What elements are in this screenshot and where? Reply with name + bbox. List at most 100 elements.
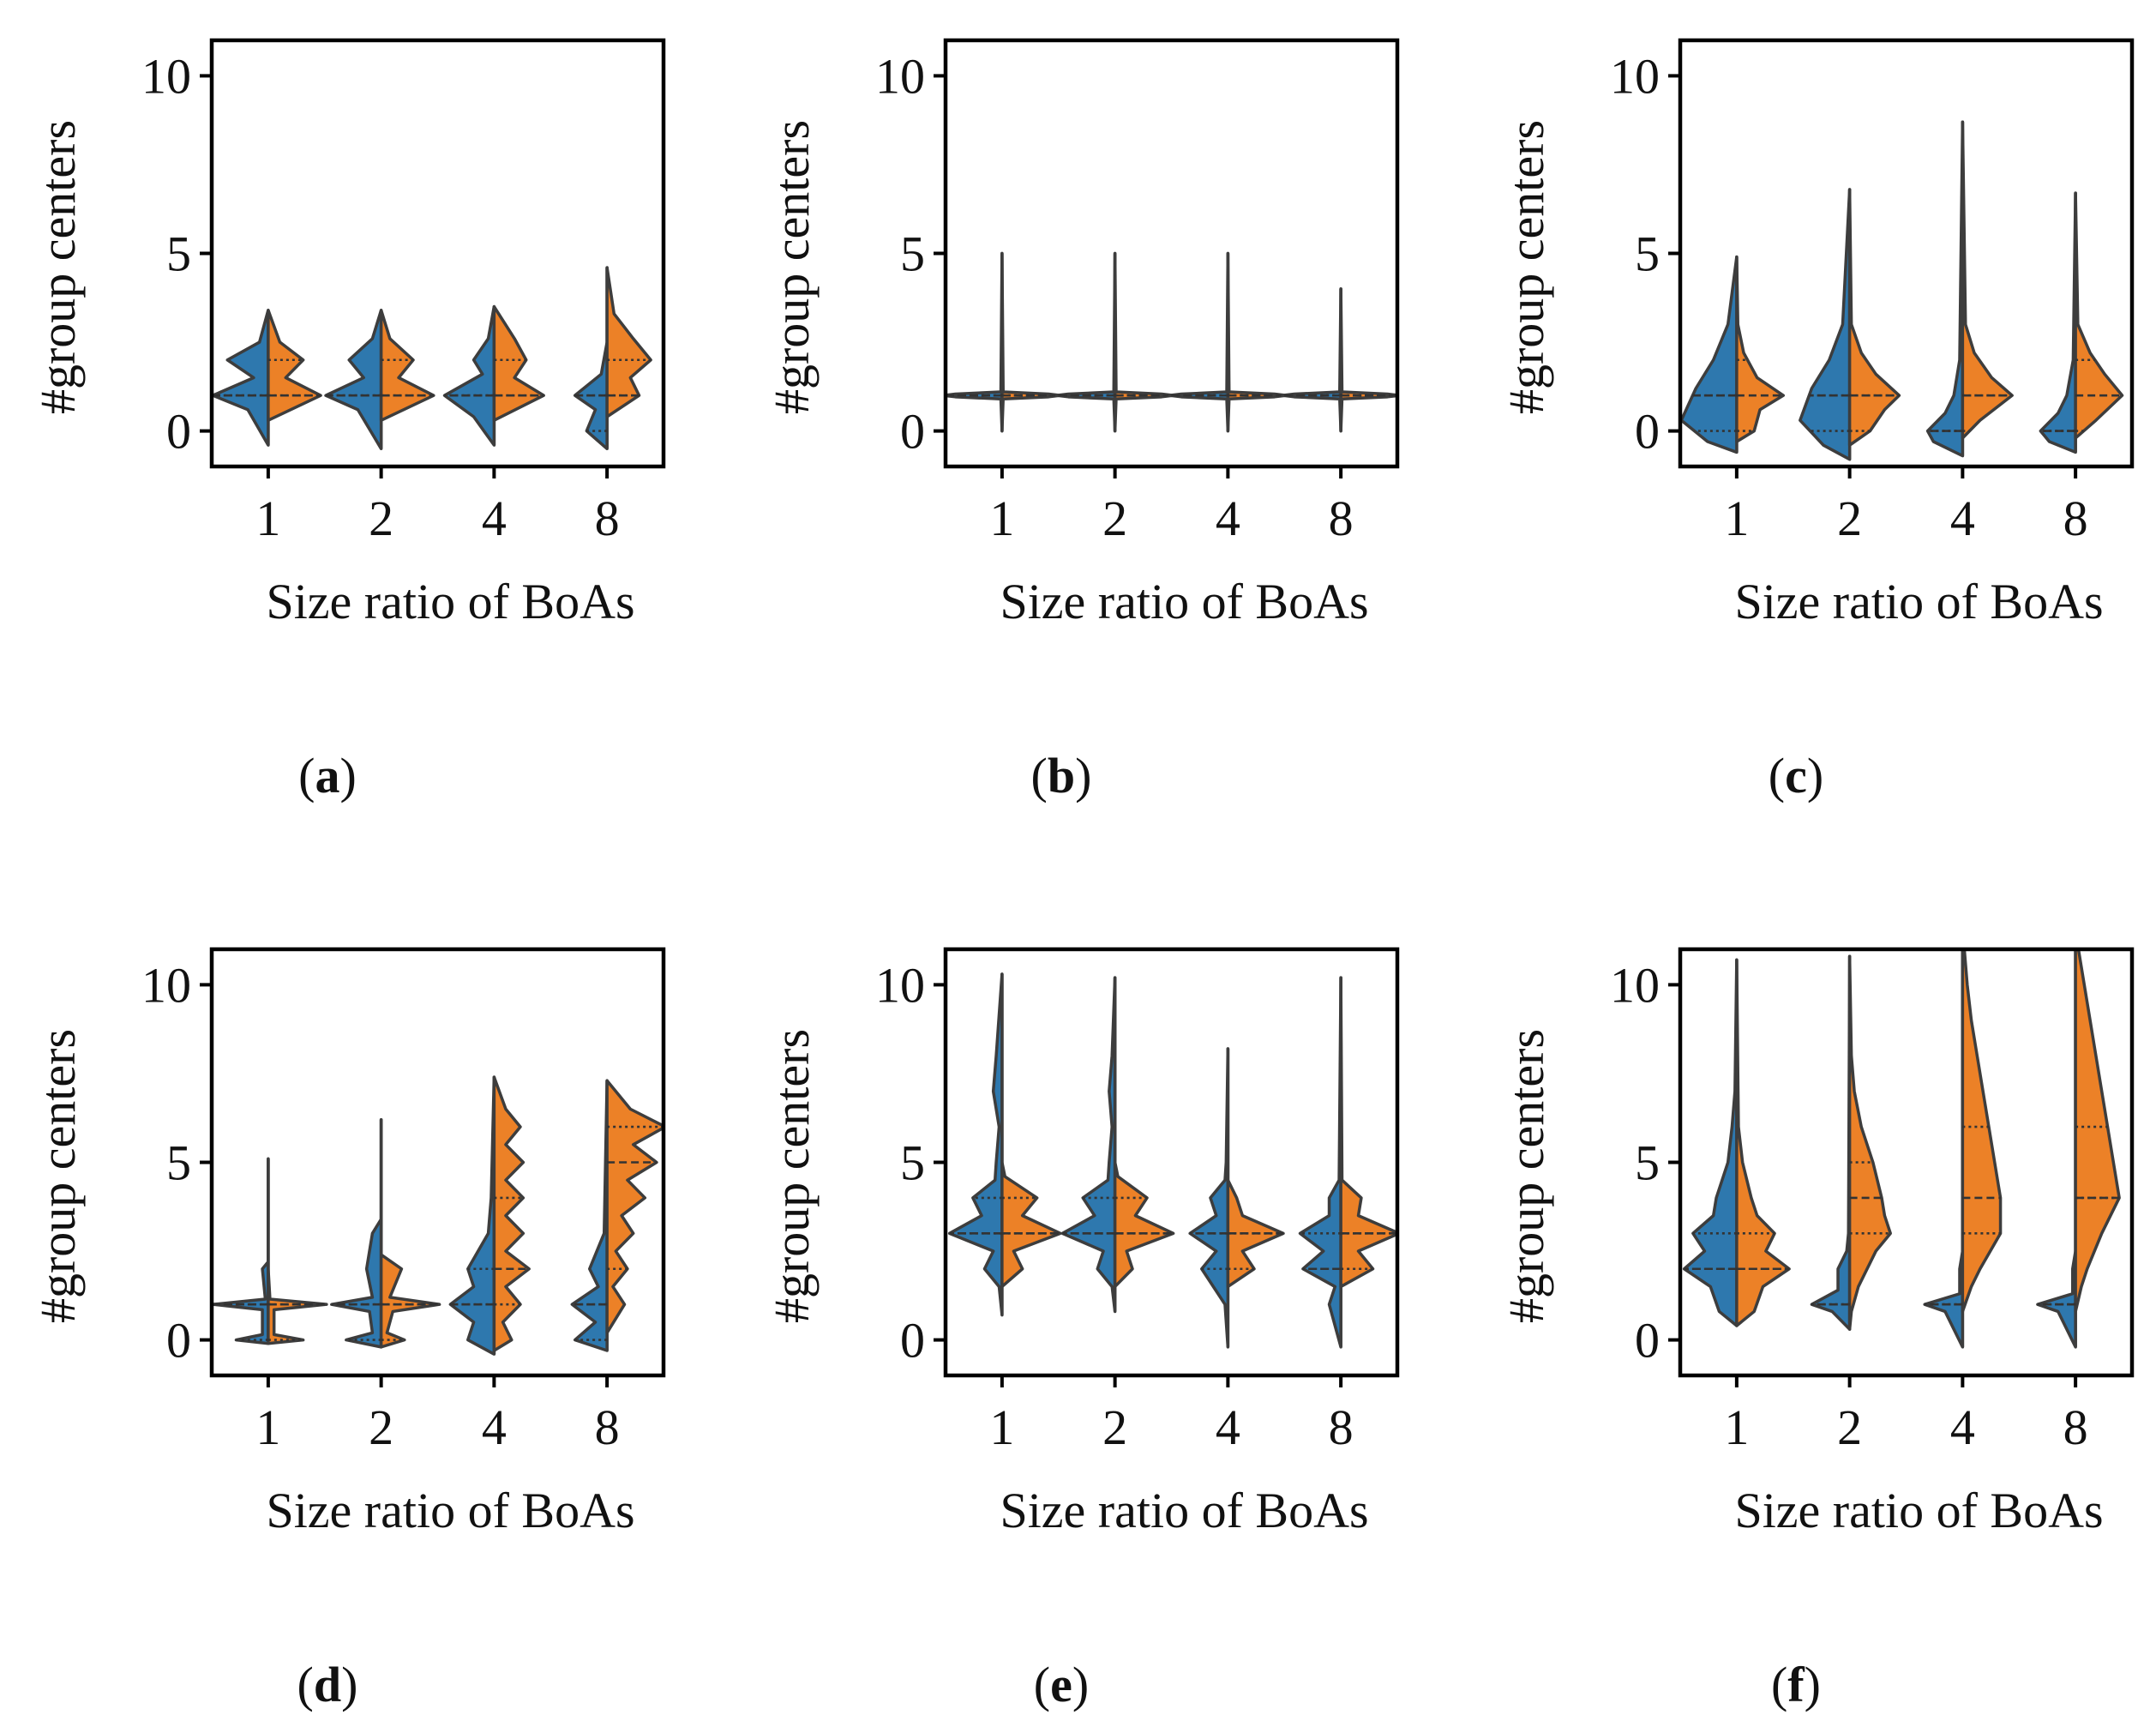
violin-2 [324, 309, 435, 451]
panel-caption: (d) [297, 1657, 358, 1712]
violin-half-left [330, 1118, 383, 1349]
violin-half-right [1113, 976, 1175, 1289]
y-tick-label: 0 [166, 404, 191, 460]
violin-4 [1188, 1047, 1285, 1349]
violin-half-right [1226, 251, 1288, 433]
x-tick-label: 8 [595, 490, 620, 546]
y-tick-label: 10 [141, 48, 191, 104]
violin-half-right [2074, 949, 2121, 1314]
violin-4 [1925, 120, 2014, 458]
x-tick-label: 1 [989, 490, 1014, 546]
violin-half-left [2039, 191, 2077, 454]
panel-f: 0 5 10 1 2 4 8 Size ratio of BoAs #group centers… [1498, 947, 2135, 1712]
violin-half-left [1060, 976, 1117, 1314]
violin-half-left [1682, 958, 1739, 1327]
x-axis-label: Size ratio of BoAs [1734, 574, 2103, 629]
x-tick-label: 4 [482, 1399, 507, 1455]
violin-half-left [570, 1079, 609, 1352]
y-tick-label: 5 [1635, 1135, 1660, 1191]
violin-4 [442, 304, 545, 447]
y-tick-label: 5 [166, 1135, 191, 1191]
y-axis-label: #group centers [1498, 1029, 1554, 1323]
violin-half-right [1000, 972, 1062, 1289]
violin-plot-area [212, 1075, 664, 1356]
violin-1 [1680, 255, 1786, 454]
violin-half-right [1339, 976, 1397, 1289]
y-tick-label: 10 [1610, 48, 1660, 104]
violin-half-left [946, 251, 1004, 433]
violin-2 [1054, 251, 1175, 433]
violin-half-right [1000, 251, 1062, 433]
x-axis-label: Size ratio of BoAs [266, 574, 634, 629]
violin-half-right [267, 1157, 328, 1345]
violin-plot-area [1682, 949, 2121, 1349]
x-tick-label: 8 [2063, 490, 2088, 546]
y-axis-label: #group centers [1498, 120, 1554, 414]
violin-4 [1168, 251, 1288, 433]
violin-2 [1060, 976, 1175, 1314]
y-axis-label: #group centers [764, 1029, 820, 1323]
y-tick-label: 0 [900, 404, 925, 460]
violin-half-right [1961, 120, 2014, 440]
violin-8 [573, 266, 652, 451]
violin-half-right [1847, 954, 1892, 1331]
y-axis-label: #group centers [30, 1029, 86, 1323]
x-axis-label: Size ratio of BoAs [1734, 1483, 2103, 1538]
violin-half-left [1923, 949, 1965, 1349]
violin-half-left [947, 972, 1004, 1317]
violin-half-right [1847, 188, 1901, 447]
x-axis-label: Size ratio of BoAs [1000, 1483, 1368, 1538]
panel-caption: (f) [1771, 1657, 1821, 1712]
x-tick-label: 4 [1950, 1399, 1975, 1455]
violin-half-left [1054, 251, 1117, 433]
violin-half-right [1339, 287, 1397, 433]
y-tick-label: 5 [166, 226, 191, 282]
violin-half-left [1799, 188, 1852, 461]
violin-8 [2036, 949, 2121, 1349]
violin-half-right [267, 309, 322, 422]
violin-half-left [324, 309, 383, 451]
violin-half-right [605, 1079, 664, 1335]
violin-half-right [1961, 949, 2003, 1314]
violin-8 [1298, 976, 1397, 1349]
violin-half-right [605, 266, 652, 418]
violin-half-right [1113, 251, 1175, 433]
violin-half-right [2074, 191, 2124, 440]
x-tick-label: 2 [369, 1399, 393, 1455]
violin-1 [947, 972, 1062, 1317]
y-tick-label: 0 [900, 1313, 925, 1369]
x-tick-label: 2 [369, 490, 393, 546]
violin-half-left [1810, 954, 1852, 1331]
violin-2 [330, 1118, 441, 1349]
violin-8 [1281, 287, 1397, 433]
y-tick-label: 5 [1635, 226, 1660, 282]
violin-half-left [448, 1075, 496, 1356]
x-tick-label: 8 [2063, 1399, 2088, 1455]
y-tick-label: 10 [1610, 957, 1660, 1013]
violin-8 [570, 1079, 664, 1352]
y-tick-label: 0 [1635, 1313, 1660, 1369]
y-tick-label: 0 [1635, 404, 1660, 460]
y-tick-label: 5 [900, 1135, 925, 1191]
violin-plot-area [946, 251, 1397, 433]
y-tick-label: 10 [875, 48, 925, 104]
violin-half-left [573, 266, 609, 451]
x-tick-label: 8 [1329, 490, 1354, 546]
panel-c: 0 5 10 1 2 4 8 Size ratio of BoAs #group centers… [1498, 38, 2135, 803]
violin-half-right [379, 1118, 441, 1349]
violin-half-left [1281, 287, 1342, 433]
x-tick-label: 2 [1837, 490, 1862, 546]
x-tick-label: 2 [1102, 1399, 1127, 1455]
panel-caption: (a) [298, 748, 357, 803]
violin-plot-area [212, 266, 652, 451]
violin-half-right [1735, 958, 1791, 1327]
panel-caption: (e) [1034, 1657, 1089, 1712]
violin-half-left [1680, 255, 1739, 454]
violin-half-left [1188, 1047, 1230, 1349]
violin-1 [212, 309, 322, 447]
y-tick-label: 10 [141, 957, 191, 1013]
x-tick-label: 1 [1724, 1399, 1749, 1455]
violin-2 [1810, 954, 1892, 1331]
x-tick-label: 1 [255, 1399, 280, 1455]
panel-b: 0 5 10 1 2 4 8 Size ratio of BoAs #group centers… [764, 38, 1400, 803]
